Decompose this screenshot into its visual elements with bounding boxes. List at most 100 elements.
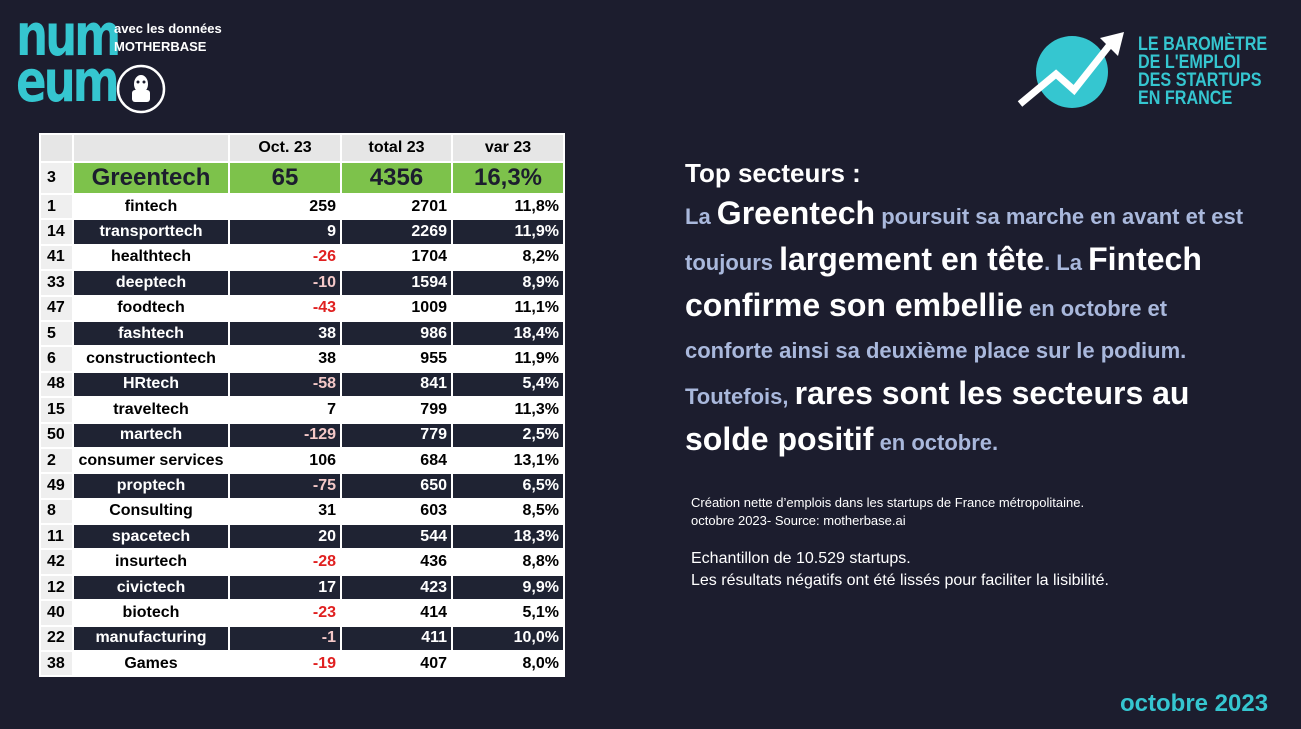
barometer-line: EN FRANCE	[1138, 88, 1233, 109]
cell	[39, 133, 74, 163]
var-cell: 8,5%	[451, 497, 565, 526]
highlight: Greentech	[716, 195, 876, 231]
mascot-icon	[116, 64, 166, 114]
column-header: total 23	[340, 133, 453, 163]
oct-cell: 9	[228, 218, 342, 246]
oct-cell: 106	[228, 446, 342, 475]
var-cell: 10,0%	[451, 624, 565, 653]
total-cell: 603	[340, 497, 453, 526]
table-row: 8 Consulting 31 603 8,5%	[39, 497, 565, 526]
column-header: Oct. 23	[228, 133, 342, 163]
rank-cell: 47	[39, 294, 74, 322]
total-cell: 411	[340, 624, 453, 653]
var-cell: 8,0%	[451, 650, 565, 678]
barometer-line: DE L'EMPLOI	[1138, 52, 1241, 73]
oct-cell: 17	[228, 573, 342, 602]
table-row: 1 fintech 259 2701 11,8%	[39, 192, 565, 221]
oct-cell: -26	[228, 243, 342, 272]
sector-cell: HRtech	[72, 370, 230, 399]
rank-cell: 42	[39, 548, 74, 576]
total-cell: 779	[340, 421, 453, 449]
text: en octobre.	[873, 430, 999, 455]
sector-cell: martech	[72, 421, 230, 449]
rank-cell: 41	[39, 243, 74, 272]
barometer-icon	[1017, 32, 1124, 108]
sector-cell: fashtech	[72, 319, 230, 348]
var-cell: 2,5%	[451, 421, 565, 449]
sector-cell: Games	[72, 650, 230, 678]
rank-cell: 33	[39, 269, 74, 297]
sector-cell: insurtech	[72, 548, 230, 576]
total-cell: 955	[340, 345, 453, 373]
rank-cell: 3	[39, 161, 74, 195]
var-cell: 11,3%	[451, 396, 565, 424]
barometer-title: LE BAROMÈTRE DE L'EMPLOI DES STARTUPS EN FR…	[1138, 35, 1267, 109]
rank-cell: 5	[39, 319, 74, 348]
var-cell: 18,3%	[451, 523, 565, 551]
footer-date: octobre 2023	[1120, 690, 1269, 717]
highlight: rares sont les secteurs au solde positif	[685, 375, 1190, 457]
total-cell: 1594	[340, 269, 453, 297]
total-cell: 799	[340, 396, 453, 424]
table-row: 11 spacetech 20 544 18,3%	[39, 523, 565, 551]
highlight: Fintech confirme son embellie	[685, 241, 1202, 323]
total-cell: 986	[340, 319, 453, 348]
var-cell: 8,8%	[451, 548, 565, 576]
note: Création nette d’emplois dans les startu…	[691, 495, 1085, 510]
sector-cell: spacetech	[72, 523, 230, 551]
sector-cell: civictech	[72, 573, 230, 602]
text: en octobre et conforte ainsi sa deuxième…	[685, 296, 1187, 409]
total-cell: 414	[340, 599, 453, 627]
total-cell: 1704	[340, 243, 453, 272]
table-row: 12 civictech 17 423 9,9%	[39, 573, 565, 602]
oct-cell: -58	[228, 370, 342, 399]
rank-cell: 38	[39, 650, 74, 678]
table-row: 6 constructiontech 38 955 11,9%	[39, 345, 565, 373]
paragraph: La Greentech poursuit sa marche en avant…	[685, 192, 1255, 464]
oct-cell: -10	[228, 269, 342, 297]
oct-cell: 38	[228, 319, 342, 348]
sector-cell: manufacturing	[72, 624, 230, 653]
sector-cell: constructiontech	[72, 345, 230, 373]
var-cell: 13,1%	[451, 446, 565, 475]
barometer-line: DES STARTUPS	[1138, 70, 1262, 91]
var-cell: 8,9%	[451, 269, 565, 297]
oct-cell: 65	[228, 161, 342, 195]
sector-cell: transporttech	[72, 218, 230, 246]
oct-cell: 20	[228, 523, 342, 551]
column-header: var 23	[451, 133, 565, 163]
total-cell: 436	[340, 548, 453, 576]
var-cell: 5,4%	[451, 370, 565, 399]
oct-cell: -1	[228, 624, 342, 653]
sector-cell: foodtech	[72, 294, 230, 322]
oct-cell: -23	[228, 599, 342, 627]
var-cell: 5,1%	[451, 599, 565, 627]
var-cell: 11,8%	[451, 192, 565, 221]
table-row: 15 traveltech 7 799 11,3%	[39, 396, 565, 424]
oct-cell: -43	[228, 294, 342, 322]
sample-notes: Echantillon de 10.529 startups. Les résul…	[691, 548, 1109, 592]
partner-line: MOTHERBASE	[114, 39, 207, 54]
notes: Création nette d’emplois dans les startu…	[691, 494, 1084, 530]
total-cell: 2269	[340, 218, 453, 246]
var-cell: 8,2%	[451, 243, 565, 272]
table-row: 3 Greentech 65 4356 16,3%	[39, 161, 565, 195]
rank-cell: 50	[39, 421, 74, 449]
logo-line: eum	[16, 47, 120, 115]
total-cell: 544	[340, 523, 453, 551]
table-row: 47 foodtech -43 1009 11,1%	[39, 294, 565, 322]
var-cell: 11,1%	[451, 294, 565, 322]
header-row: Oct. 23 total 23 var 23	[39, 133, 565, 163]
highlight: largement en tête	[779, 241, 1045, 277]
partner: avec les données MOTHERBASE	[114, 20, 222, 56]
total-cell: 407	[340, 650, 453, 678]
table-row: 42 insurtech -28 436 8,8%	[39, 548, 565, 576]
sector-cell: healthtech	[72, 243, 230, 272]
rank-cell: 8	[39, 497, 74, 526]
oct-cell: 259	[228, 192, 342, 221]
table-row: 14 transporttech 9 2269 11,9%	[39, 218, 565, 246]
logo: num eum	[16, 6, 121, 115]
partner-line: avec les données	[114, 21, 222, 36]
rank-cell: 22	[39, 624, 74, 653]
